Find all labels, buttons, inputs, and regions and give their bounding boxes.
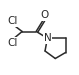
Text: Cl: Cl: [7, 38, 17, 48]
Text: O: O: [41, 10, 49, 20]
Text: Cl: Cl: [7, 16, 17, 26]
Text: N: N: [44, 33, 51, 43]
